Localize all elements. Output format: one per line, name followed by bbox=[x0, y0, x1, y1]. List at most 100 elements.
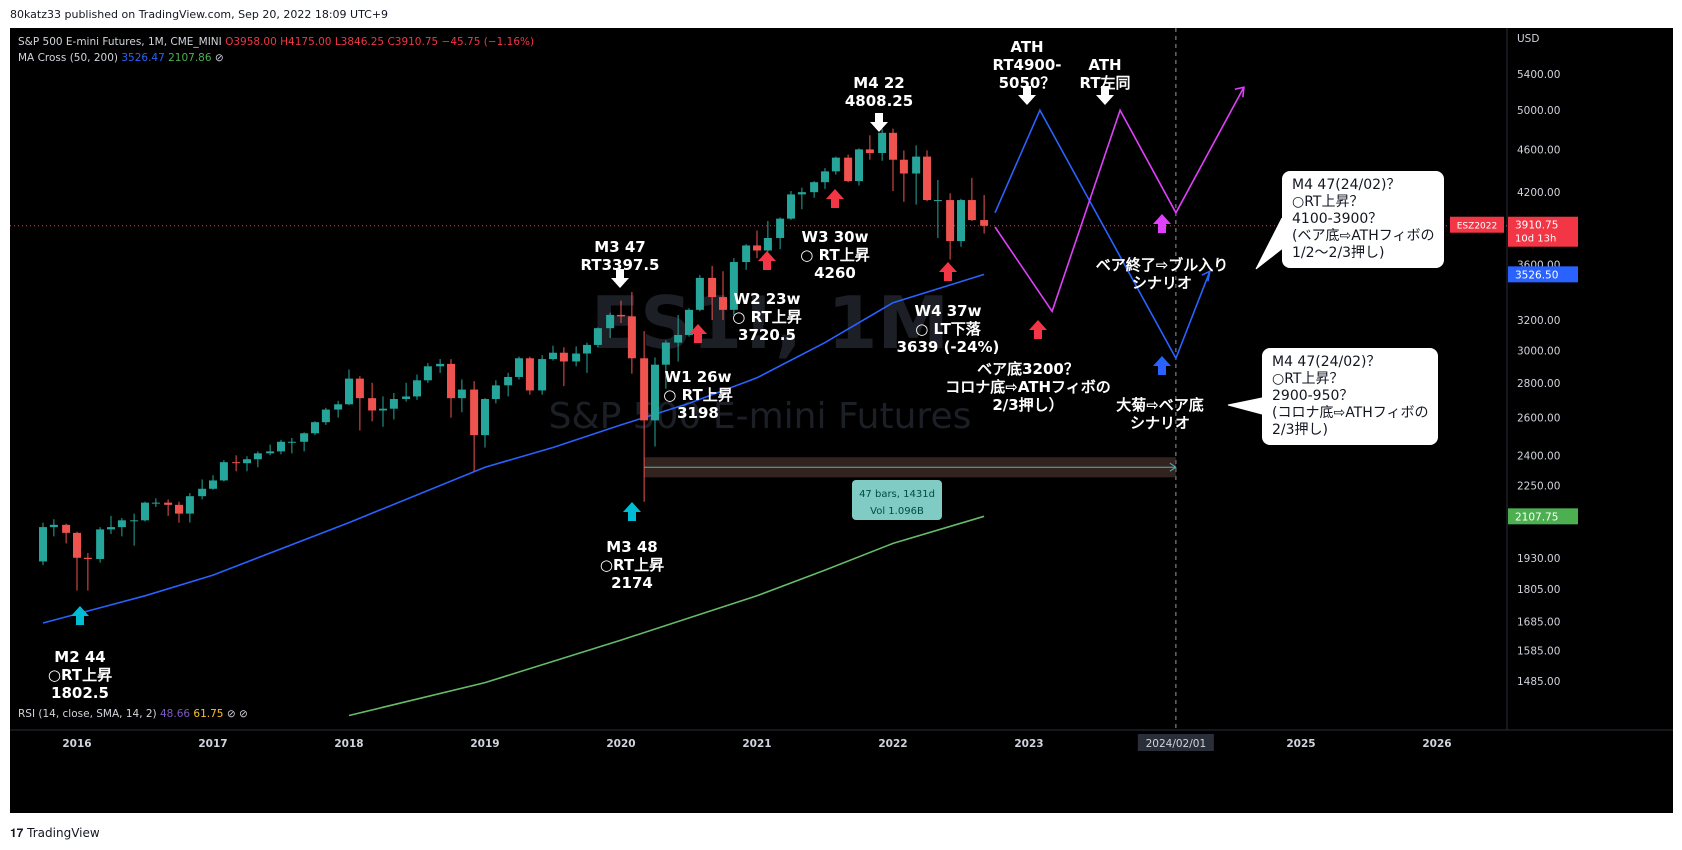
candle-body[interactable] bbox=[708, 277, 717, 298]
candle-body[interactable] bbox=[436, 363, 445, 367]
candle-body[interactable] bbox=[300, 433, 309, 442]
candle-body[interactable] bbox=[39, 527, 47, 562]
candle-body[interactable] bbox=[151, 502, 160, 504]
candle-body[interactable] bbox=[243, 459, 251, 464]
x-tick-label: 2025 bbox=[1286, 738, 1315, 750]
ohlc-low: L3846.25 bbox=[334, 36, 385, 48]
candle-body[interactable] bbox=[413, 380, 421, 397]
candle-body[interactable] bbox=[742, 245, 751, 263]
candle-body[interactable] bbox=[651, 364, 659, 421]
candle-body[interactable] bbox=[933, 200, 942, 202]
candle-body[interactable] bbox=[457, 389, 466, 399]
candle-body[interactable] bbox=[515, 358, 523, 377]
candle-body[interactable] bbox=[185, 496, 194, 514]
candle-body[interactable] bbox=[776, 218, 785, 238]
candle-body[interactable] bbox=[821, 171, 829, 183]
candle-body[interactable] bbox=[889, 132, 897, 160]
candle-body[interactable] bbox=[787, 194, 795, 219]
eye-off-icon[interactable]: ⊘ bbox=[214, 52, 224, 64]
candle-body[interactable] bbox=[130, 520, 139, 522]
candle-body[interactable] bbox=[49, 524, 58, 528]
candle-body[interactable] bbox=[345, 378, 353, 405]
candle-body[interactable] bbox=[83, 557, 92, 559]
candle-body[interactable] bbox=[209, 480, 217, 489]
candle-body[interactable] bbox=[640, 358, 649, 421]
candle-body[interactable] bbox=[763, 237, 772, 251]
candle-body[interactable] bbox=[661, 342, 670, 365]
candle-body[interactable] bbox=[525, 358, 534, 391]
candle-body[interactable] bbox=[141, 502, 149, 521]
countdown-label: 10d 13h bbox=[1515, 234, 1556, 245]
candle-body[interactable] bbox=[232, 462, 241, 464]
candle-body[interactable] bbox=[287, 441, 296, 443]
candle-body[interactable] bbox=[957, 200, 965, 242]
candle-body[interactable] bbox=[311, 422, 319, 434]
candle-body[interactable] bbox=[559, 352, 568, 362]
candle-body[interactable] bbox=[674, 334, 683, 343]
candle-body[interactable] bbox=[538, 359, 547, 391]
candle-body[interactable] bbox=[481, 399, 489, 436]
time-axis[interactable] bbox=[10, 730, 1673, 755]
candle-body[interactable] bbox=[831, 157, 840, 172]
candle-body[interactable] bbox=[810, 182, 819, 193]
candle-body[interactable] bbox=[389, 399, 398, 409]
callout-pointer bbox=[1227, 397, 1263, 415]
candle-body[interactable] bbox=[899, 159, 908, 174]
candle-body[interactable] bbox=[695, 277, 704, 310]
tradingview-logo[interactable]: 𝟏𝟕 TradingView bbox=[10, 826, 100, 841]
candle-body[interactable] bbox=[572, 353, 581, 362]
candle-body[interactable] bbox=[980, 220, 989, 226]
price-chart-svg[interactable]: ES1!, 1M S&P 500 E-mini Futures USD 5400.00… bbox=[10, 28, 1673, 813]
candle-body[interactable] bbox=[175, 504, 183, 514]
candle-body[interactable] bbox=[334, 404, 343, 410]
candle-body[interactable] bbox=[549, 352, 557, 360]
candle-body[interactable] bbox=[967, 200, 976, 221]
candle-body[interactable] bbox=[266, 451, 275, 454]
candle-body[interactable] bbox=[685, 309, 693, 335]
chart-area[interactable]: ES1!, 1M S&P 500 E-mini Futures USD 5400.00… bbox=[10, 28, 1673, 813]
x-tick-label: 2018 bbox=[334, 738, 363, 750]
candle-body[interactable] bbox=[73, 532, 81, 558]
candle-body[interactable] bbox=[865, 149, 874, 153]
candle-body[interactable] bbox=[423, 366, 432, 381]
candle-body[interactable] bbox=[96, 529, 105, 559]
candle-body[interactable] bbox=[606, 314, 615, 329]
candle-body[interactable] bbox=[912, 156, 921, 174]
candle-body[interactable] bbox=[491, 385, 500, 400]
candle-body[interactable] bbox=[855, 149, 863, 182]
rsi-icons[interactable]: ⊘ ⊘ bbox=[226, 708, 248, 720]
callout-bull-scenario: M4 47(24/02)？ ○RT上昇？ 4100-3900？ (ベア底⇨ATH… bbox=[1282, 171, 1445, 268]
candle-body[interactable] bbox=[198, 488, 207, 497]
candle-body[interactable] bbox=[583, 344, 591, 354]
candle-body[interactable] bbox=[62, 524, 71, 533]
candle-body[interactable] bbox=[878, 132, 887, 153]
candle-body[interactable] bbox=[719, 297, 727, 310]
candle-body[interactable] bbox=[253, 453, 262, 460]
candle-body[interactable] bbox=[277, 441, 285, 452]
candle-body[interactable] bbox=[368, 398, 377, 411]
candle-body[interactable] bbox=[627, 316, 636, 359]
candle-body[interactable] bbox=[617, 314, 625, 317]
annotation-label: RT4900- bbox=[992, 56, 1061, 74]
candle-body[interactable] bbox=[321, 409, 330, 423]
price-axis[interactable] bbox=[1507, 28, 1673, 753]
candle-body[interactable] bbox=[447, 363, 455, 399]
candle-body[interactable] bbox=[355, 378, 364, 399]
candle-body[interactable] bbox=[946, 200, 955, 242]
candle-body[interactable] bbox=[107, 527, 115, 530]
candle-body[interactable] bbox=[923, 156, 931, 201]
candle-body[interactable] bbox=[729, 262, 738, 310]
candle-body[interactable] bbox=[379, 408, 387, 411]
watermark-symbol: ES1!, 1M bbox=[591, 281, 949, 365]
candle-body[interactable] bbox=[164, 502, 173, 505]
candle-body[interactable] bbox=[470, 389, 479, 436]
candle-body[interactable] bbox=[117, 520, 126, 528]
candle-body[interactable] bbox=[402, 396, 411, 400]
candle-body[interactable] bbox=[504, 376, 513, 386]
candle-body[interactable] bbox=[844, 157, 853, 182]
candle-body[interactable] bbox=[593, 328, 602, 345]
candle-body[interactable] bbox=[219, 462, 228, 481]
candle-body[interactable] bbox=[753, 245, 761, 251]
ma-line: MA Cross (50, 200) 3526.47 2107.86 ⊘ bbox=[18, 50, 534, 66]
candle-body[interactable] bbox=[797, 192, 806, 195]
